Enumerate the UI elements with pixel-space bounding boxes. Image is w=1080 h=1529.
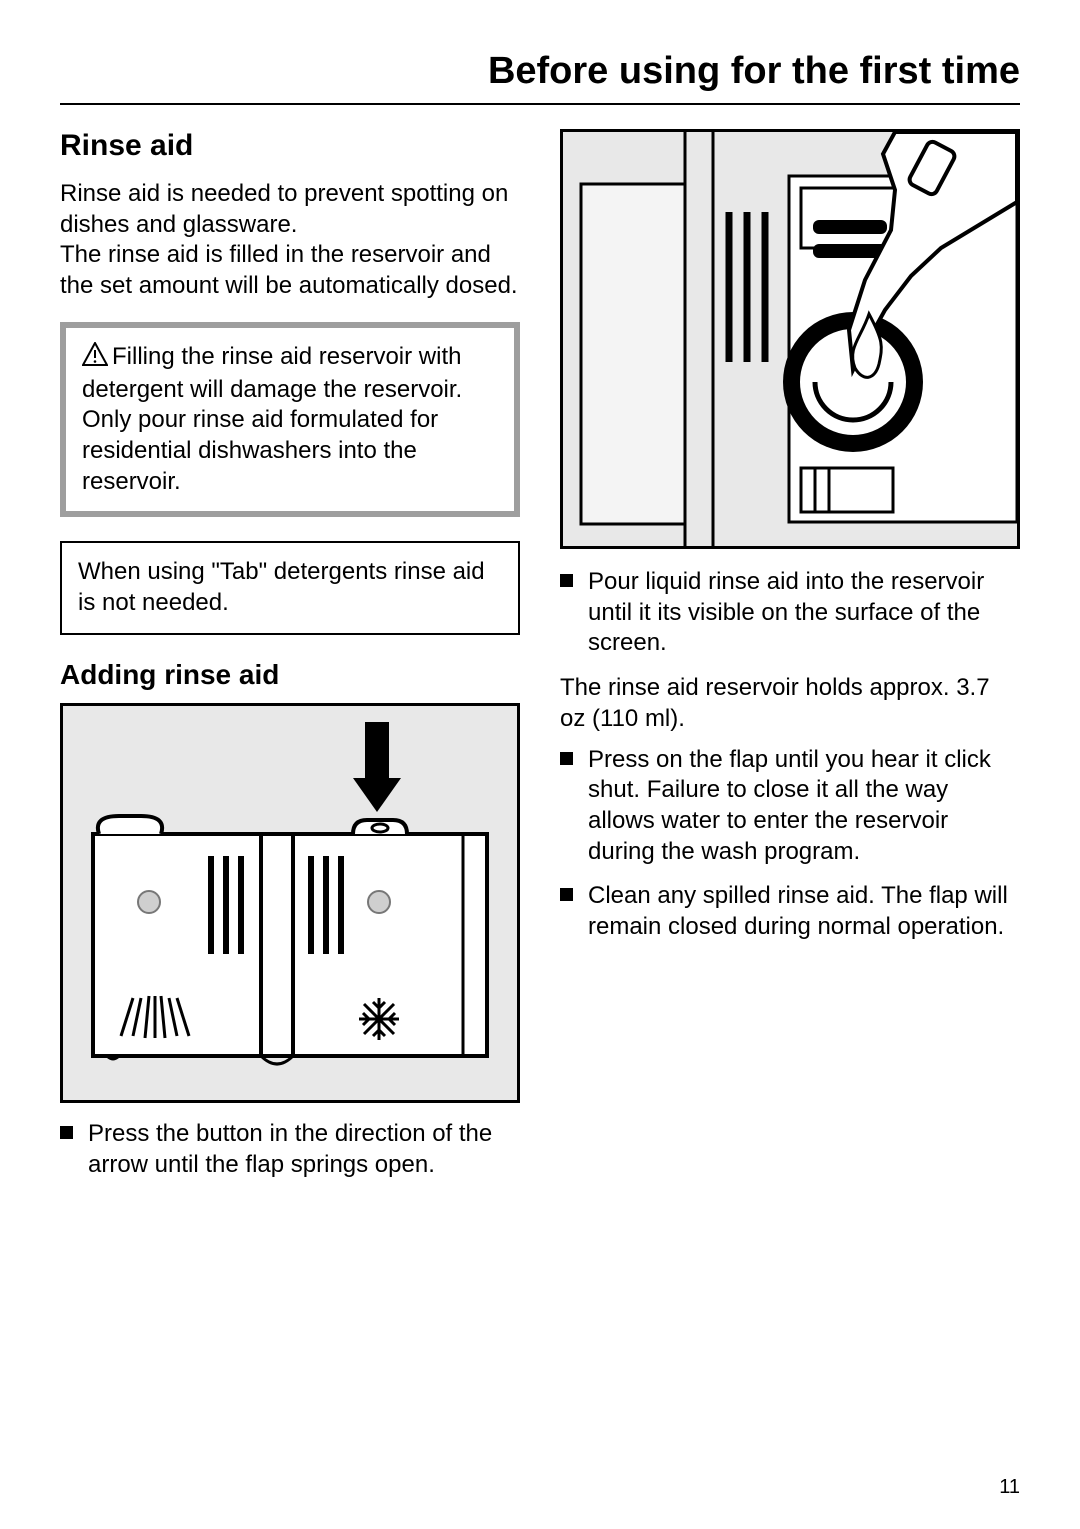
rinse-aid-intro: Rinse aid is needed to prevent spotting … — [60, 179, 520, 302]
warning-text: Filling the rinse aid reservoir with det… — [82, 343, 462, 495]
figure-pouring — [560, 129, 1020, 549]
left-column: Rinse aid Rinse aid is needed to prevent… — [60, 129, 520, 1194]
tab-note-box: When using "Tab" detergents rinse aid is… — [60, 541, 520, 634]
bullet-press-flap: Press on the flap until you hear it clic… — [560, 745, 1020, 868]
heading-rinse-aid: Rinse aid — [60, 129, 520, 163]
figure-dispenser — [60, 703, 520, 1103]
bullet-pour: Pour liquid rinse aid into the reservoir… — [560, 567, 1020, 659]
bullet-clean-spill: Clean any spilled rinse aid. The flap wi… — [560, 881, 1020, 942]
warning-box: Filling the rinse aid reservoir with det… — [60, 322, 520, 518]
bullet-press-button: Press the button in the direction of the… — [60, 1119, 520, 1180]
manual-page: Before using for the first time Rinse ai… — [0, 0, 1080, 1529]
page-title: Before using for the first time — [60, 50, 1020, 93]
capacity-text: The rinse aid reservoir holds approx. 3.… — [560, 673, 1020, 734]
right-column: Pour liquid rinse aid into the reservoir… — [560, 129, 1020, 1194]
tab-note-text: When using "Tab" detergents rinse aid is… — [78, 557, 502, 618]
content-columns: Rinse aid Rinse aid is needed to prevent… — [60, 129, 1020, 1194]
warning-icon — [82, 342, 108, 375]
page-number: 11 — [999, 1476, 1020, 1499]
heading-adding-rinse-aid: Adding rinse aid — [60, 659, 520, 691]
title-rule — [60, 103, 1020, 105]
